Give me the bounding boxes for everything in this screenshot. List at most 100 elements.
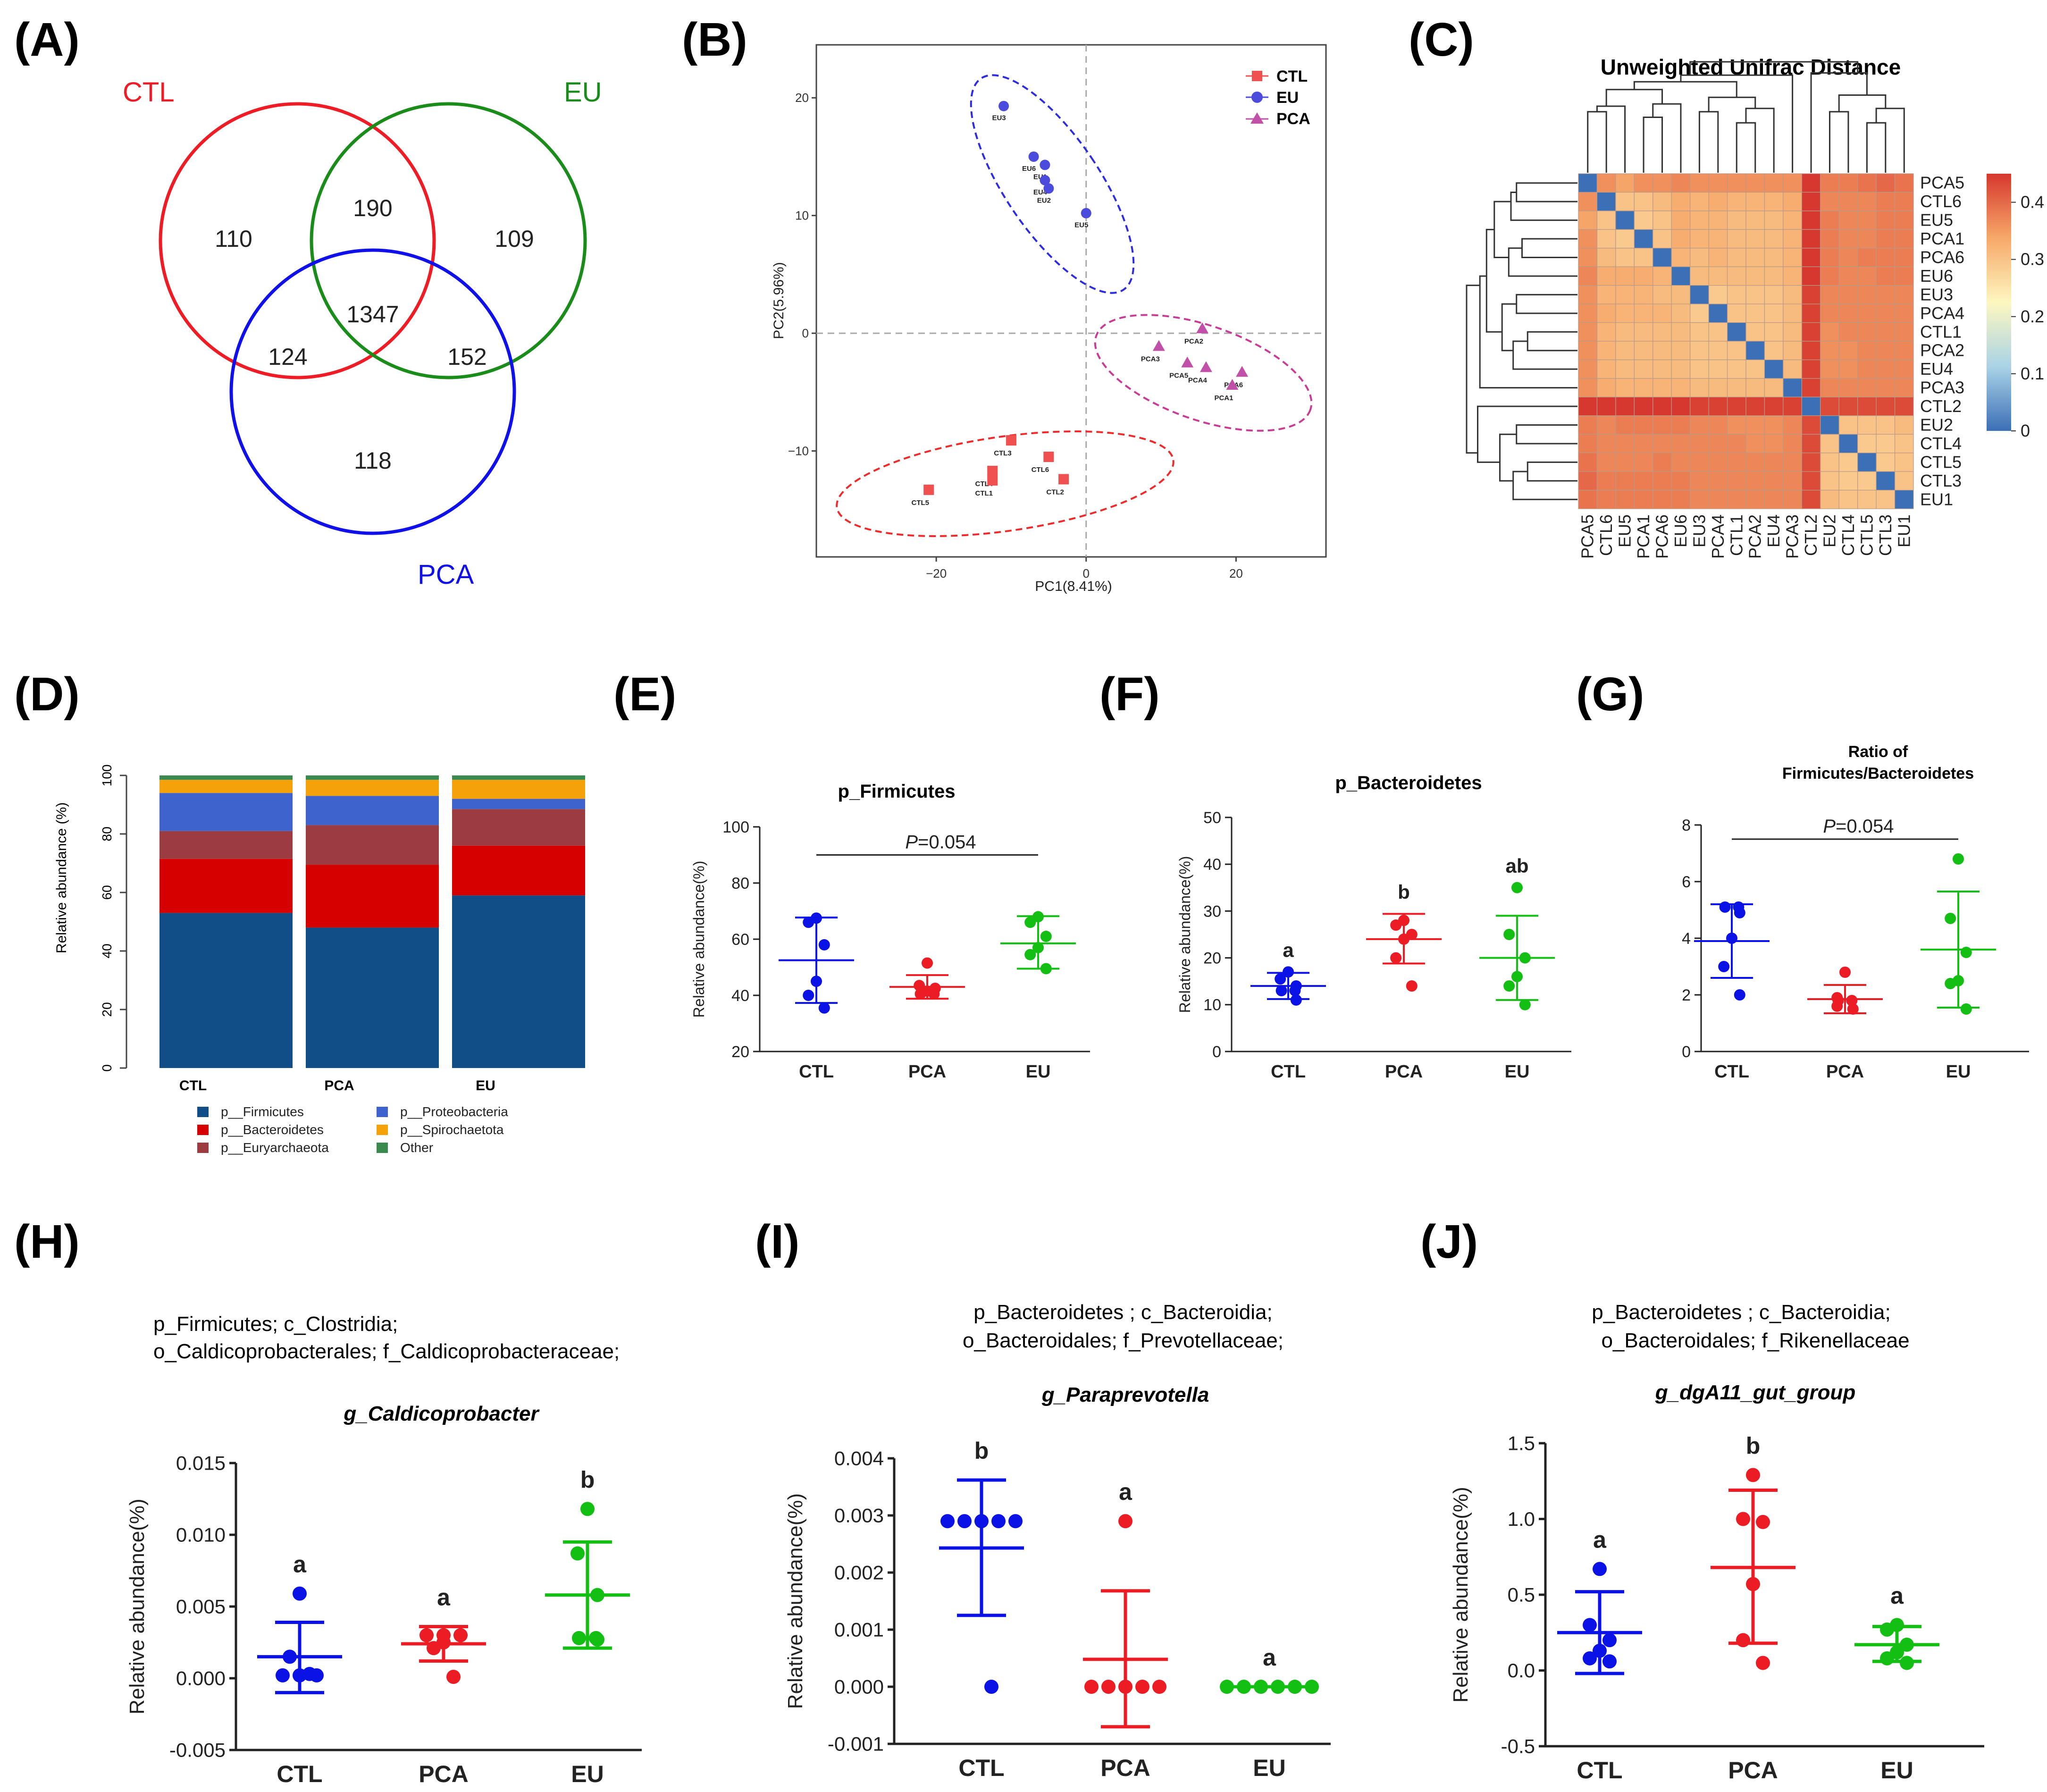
data-point — [1024, 949, 1036, 960]
heatmap-cell — [1876, 303, 1896, 323]
heatmap-cell — [1876, 173, 1896, 193]
stacked-bar-segment — [452, 845, 585, 896]
heatmap-cell — [1615, 415, 1635, 435]
heatmap-cell — [1578, 303, 1598, 323]
y-tick-label: 10 — [1203, 996, 1221, 1014]
heatmap-cell — [1783, 378, 1802, 397]
heatmap-cell — [1820, 303, 1839, 323]
pcoa-y-tick-label: 20 — [795, 91, 809, 105]
heatmap-cell — [1634, 489, 1653, 509]
sample-label: EU6 — [1022, 165, 1036, 173]
stacked-bar-y-tick-label: 0 — [100, 1064, 114, 1072]
heatmap-cell — [1783, 229, 1802, 249]
heatmap-cell — [1708, 303, 1728, 323]
heatmap-cell — [1671, 192, 1691, 211]
data-point — [1593, 1562, 1607, 1576]
heatmap-cell — [1671, 303, 1691, 323]
heatmap-cell — [1764, 322, 1784, 342]
group-label: EU — [1026, 1062, 1051, 1082]
data-point — [1846, 995, 1858, 1006]
caldicoprobacter-taxonomy-line-1: p_Firmicutes; c_Clostridia; — [153, 1312, 398, 1336]
heatmap-column-label: CTL5 — [1857, 514, 1876, 556]
pcoa-x-axis-label: PC1(8.41%) — [1035, 579, 1112, 594]
heatmap-cell — [1801, 489, 1821, 509]
heatmap-cell — [1820, 285, 1839, 304]
eu-sample-point — [1040, 175, 1050, 185]
stacked-bar-y-tick-label: 60 — [100, 885, 114, 900]
heatmap-cell — [1894, 378, 1914, 397]
legend-swatch — [377, 1125, 388, 1135]
heatmap-cell — [1671, 266, 1691, 286]
heatmap-cell — [1727, 210, 1746, 230]
heatmap-cell — [1578, 266, 1598, 286]
data-point — [1880, 1651, 1894, 1666]
dendrogram-branch — [1810, 72, 1868, 173]
dendrogram-branch — [1501, 303, 1517, 352]
data-point — [1736, 1512, 1750, 1526]
dendrogram-branch — [1633, 81, 1737, 98]
heatmap-cell — [1745, 434, 1765, 454]
group-label: EU — [571, 1761, 604, 1787]
heatmap-cell — [1876, 341, 1896, 361]
heatmap-cell — [1857, 322, 1877, 342]
heatmap-cell — [1894, 285, 1914, 304]
heatmap-cell — [1857, 378, 1877, 397]
colorbar-tick-label: 0.4 — [2021, 193, 2044, 212]
legend-swatch — [197, 1143, 209, 1153]
data-point — [1583, 1618, 1597, 1632]
heatmap-column-label: PCA2 — [1745, 514, 1765, 559]
heatmap-cell — [1876, 453, 1896, 472]
heatmap-cell — [1727, 453, 1746, 472]
significance-letter: a — [293, 1551, 307, 1578]
group-label: CTL — [1577, 1757, 1622, 1784]
pcoa-y-axis-label: PC2(5.96%) — [771, 262, 787, 339]
heatmap-cell — [1653, 453, 1672, 472]
dendrogram-branch — [1510, 191, 1577, 221]
significance-letter: b — [580, 1466, 595, 1493]
heatmap-cell — [1578, 248, 1598, 267]
heatmap-cell — [1876, 434, 1896, 454]
data-point — [1040, 931, 1052, 942]
heatmap-row-label: EU4 — [1920, 359, 1953, 379]
heatmap-cell — [1894, 210, 1914, 230]
heatmap-cell — [1745, 378, 1765, 397]
data-point — [1519, 952, 1531, 964]
group-label: CTL — [799, 1062, 834, 1082]
heatmap-row-label: CTL6 — [1920, 192, 1962, 211]
heatmap-cell — [1838, 415, 1858, 435]
heatmap-cell — [1708, 322, 1728, 342]
heatmap-cell — [1727, 434, 1746, 454]
heatmap-cell — [1857, 248, 1877, 267]
heatmap-cell — [1596, 266, 1616, 286]
group-label: EU — [1253, 1755, 1285, 1781]
heatmap-row-label: CTL4 — [1920, 434, 1962, 453]
pcoa-y-tick-label: 10 — [795, 209, 809, 223]
dendrogram-branch — [1485, 228, 1502, 333]
sample-label: CTL2 — [1046, 488, 1064, 496]
heatmap-cell — [1596, 303, 1616, 323]
stacked-bar-segment — [306, 775, 439, 780]
heatmap-cell — [1578, 489, 1598, 509]
heatmap-row-label: CTL2 — [1920, 396, 1962, 416]
heatmap-column-label: EU2 — [1820, 514, 1839, 547]
heatmap-cell — [1876, 489, 1896, 509]
bacteroidetes-title: p_Bacteroidetes — [1335, 773, 1482, 793]
heatmap-cell — [1764, 210, 1784, 230]
heatmap-cell — [1801, 378, 1821, 397]
group-label: CTL — [1714, 1062, 1749, 1082]
heatmap-cell — [1578, 378, 1598, 397]
y-tick-label: 0.5 — [1508, 1584, 1535, 1606]
significance-letter: a — [437, 1584, 451, 1611]
stacked-bar-segment — [159, 780, 293, 793]
heatmap-cell — [1745, 266, 1765, 286]
heatmap-cell — [1634, 266, 1653, 286]
significance-letter: b — [1398, 881, 1410, 903]
heatmap-cell — [1578, 396, 1598, 416]
y-tick-label: 30 — [1203, 902, 1221, 920]
heatmap-cell — [1764, 489, 1784, 509]
group-label: CTL — [1271, 1062, 1306, 1082]
heatmap-colorbar — [1987, 174, 2011, 431]
heatmap-cell — [1876, 266, 1896, 286]
heatmap-cell — [1764, 248, 1784, 267]
stacked-bar-category-label: EU — [476, 1078, 495, 1094]
